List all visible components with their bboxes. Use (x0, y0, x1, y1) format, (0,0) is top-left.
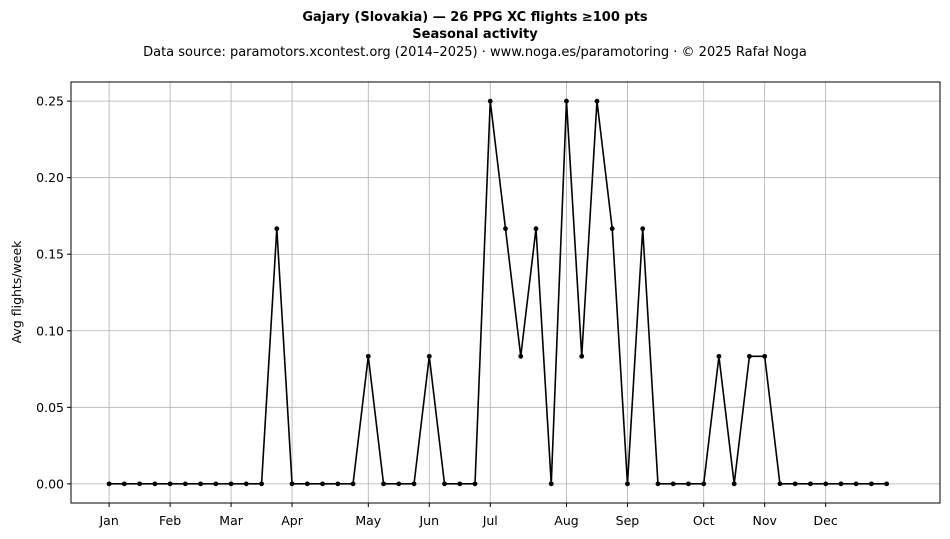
x-tick-label: Dec (814, 513, 838, 528)
data-point (198, 481, 203, 487)
series-line (109, 101, 887, 485)
x-tick-label: Apr (281, 513, 303, 528)
data-point (381, 481, 386, 487)
data-point (213, 481, 219, 487)
data-point (396, 481, 402, 487)
data-point (442, 481, 447, 487)
chart-title: Gajary (Slovakia) — 26 PPG XC flights ≥1… (302, 10, 648, 25)
data-point (533, 226, 539, 232)
data-point (259, 481, 264, 487)
data-point (426, 353, 432, 359)
data-point (670, 481, 676, 487)
y-tick-label: 0.05 (36, 400, 64, 415)
data-point (503, 226, 508, 232)
data-point (365, 353, 371, 359)
data-point (320, 481, 325, 487)
data-point (106, 481, 112, 487)
data-point (792, 481, 798, 487)
x-tick-label: Jun (419, 513, 440, 528)
y-tick-label: 0.00 (36, 476, 64, 491)
data-point (243, 481, 249, 487)
data-point (868, 481, 874, 487)
x-tick-label: Feb (159, 513, 181, 528)
data-point (640, 226, 646, 232)
data-point (411, 481, 417, 487)
data-point (564, 98, 569, 104)
data-point (350, 481, 356, 487)
x-tick-label: Oct (693, 513, 715, 528)
x-tick-label: May (355, 513, 381, 528)
data-point (655, 481, 661, 487)
data-point (777, 481, 783, 487)
data-point (853, 481, 859, 487)
data-point (182, 481, 188, 487)
x-tick-label: Mar (219, 513, 243, 528)
data-point (487, 98, 493, 104)
data-point (304, 481, 310, 487)
data-point (701, 481, 707, 487)
data-point (823, 481, 829, 487)
data-point (838, 481, 844, 487)
data-point (808, 481, 813, 487)
grid-lines (71, 82, 940, 503)
data-point (762, 353, 768, 359)
data-point (289, 481, 295, 487)
data-point (167, 481, 173, 487)
x-tick-label: Jul (482, 513, 498, 528)
plot-frame (70, 81, 941, 504)
data-point (457, 481, 463, 487)
y-tick-label: 0.10 (36, 323, 64, 338)
data-point (579, 353, 585, 359)
data-point (137, 481, 143, 487)
data-point (686, 481, 691, 487)
data-point (609, 226, 615, 232)
x-tick-label: Jan (98, 513, 118, 528)
y-axis-ticks: 0.00 0.05 0.10 0.15 0.20 0.25 (36, 94, 71, 491)
data-point (747, 353, 752, 359)
data-point (274, 226, 280, 232)
data-point (335, 481, 341, 487)
y-tick-label: 0.25 (36, 94, 64, 109)
data-point (228, 481, 234, 487)
data-point (518, 353, 524, 359)
data-point (121, 481, 127, 487)
x-tick-label: Nov (752, 513, 777, 528)
series-avg-flights (106, 98, 890, 487)
data-point (152, 481, 158, 487)
y-axis-label: Avg flights/week (9, 240, 24, 344)
data-point (472, 481, 478, 487)
data-point (716, 353, 722, 359)
data-point (884, 481, 890, 487)
data-point (625, 481, 630, 487)
chart-subtitle: Seasonal activity (412, 27, 538, 42)
x-tick-label: Sep (616, 513, 640, 528)
data-point (731, 481, 737, 487)
x-tick-label: Aug (554, 513, 578, 528)
data-point (594, 98, 600, 104)
y-tick-label: 0.15 (36, 247, 64, 262)
y-tick-label: 0.20 (36, 170, 64, 185)
x-axis-ticks: Jan Feb Mar Apr May Jun Jul Aug Sep Oct Nov Dec (98, 503, 838, 528)
data-point (548, 481, 554, 487)
data-source-note: Data source: paramotors.xcontest.org (20… (143, 45, 807, 60)
